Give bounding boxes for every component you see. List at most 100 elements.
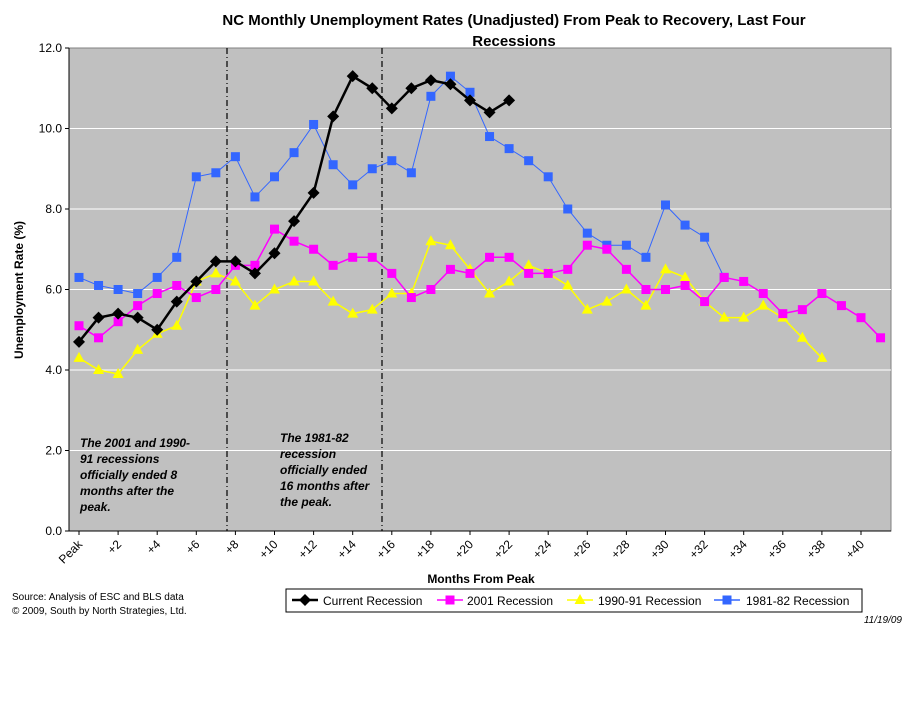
data-point-current	[268, 247, 281, 260]
note-1981-line2: recession	[280, 447, 336, 461]
x-ticks: Peak +2 +4 +6 +8 +10 +12 +14 +16 +18 +20 +22 +24 +26 +…	[56, 531, 867, 566]
data-point-2001	[602, 244, 612, 254]
x-tick-label: +4	[144, 537, 164, 557]
data-point-current	[190, 275, 203, 288]
y-ticks: 0.0 2.0 4.0 6.0 8.0 10.0 12.0	[39, 41, 69, 538]
legend-item-current: Current Recession	[292, 594, 422, 608]
legend-label: 1981-82 Recession	[746, 594, 849, 608]
data-point-current	[112, 307, 125, 320]
data-point-2001	[856, 313, 866, 323]
x-tick-label: +32	[686, 537, 711, 562]
x-tick-label: +2	[105, 537, 125, 557]
data-point-1990-91	[816, 351, 828, 362]
data-point-2001	[328, 260, 338, 270]
note-2001-line3: officially ended 8	[80, 468, 177, 482]
date-stamp: 11/19/09	[864, 615, 903, 626]
data-point-current	[209, 255, 222, 268]
data-point-current	[92, 311, 105, 324]
x-tick-label: Peak	[56, 537, 86, 567]
data-point-current	[444, 78, 457, 91]
data-point-1981-82	[387, 156, 397, 166]
legend-item-1990-91: 1990-91 Recession	[567, 594, 701, 608]
data-point-1981-82	[563, 204, 573, 214]
data-point-1981-82	[348, 180, 358, 190]
data-point-1981-82	[74, 272, 84, 282]
data-point-current	[73, 335, 85, 348]
x-tick-label: +26	[569, 537, 594, 562]
data-point-2001	[152, 289, 162, 299]
data-point-2001	[543, 268, 553, 278]
chart-title-line2: Recessions	[472, 33, 555, 50]
data-point-2001	[700, 297, 710, 307]
data-point-1981-82	[309, 119, 319, 129]
data-point-1990-91	[503, 275, 515, 286]
data-point-current	[229, 255, 242, 268]
note-1981-line1: The 1981-82	[280, 431, 349, 445]
legend-marker	[574, 594, 586, 604]
data-point-1981-82	[582, 228, 592, 238]
data-point-1990-91	[601, 295, 613, 306]
data-point-current	[424, 74, 437, 87]
series-2001	[74, 224, 886, 343]
data-point-2001	[836, 301, 846, 311]
data-point-2001	[426, 285, 436, 294]
data-point-1981-82	[191, 172, 201, 182]
data-point-current	[131, 311, 144, 324]
data-point-2001	[74, 321, 84, 331]
x-tick-label: +20	[452, 537, 477, 562]
recession-end-markers	[226, 48, 383, 531]
note-1981-line3: officially ended	[280, 463, 368, 477]
series-layer	[73, 70, 886, 379]
data-point-1990-91	[581, 303, 593, 314]
data-point-2001	[367, 252, 377, 262]
data-point-2001	[661, 285, 670, 294]
y-tick-label: 10.0	[39, 122, 63, 136]
data-point-1990-91	[523, 259, 535, 270]
data-point-1981-82	[250, 192, 260, 202]
x-tick-label: +38	[804, 537, 829, 562]
data-point-1990-91	[210, 267, 222, 278]
data-point-current	[405, 82, 418, 95]
note-2001-line2: 91 recessions	[80, 452, 160, 466]
y-tick-label: 8.0	[45, 202, 62, 216]
x-tick-label: +18	[413, 537, 438, 562]
note-2001-line1: The 2001 and 1990-	[80, 436, 190, 450]
data-point-2001	[719, 272, 729, 282]
y-tick-label: 12.0	[39, 41, 63, 55]
legend-marker	[722, 595, 732, 605]
data-point-1981-82	[465, 87, 475, 97]
data-point-1981-82	[700, 232, 710, 242]
data-point-current	[483, 106, 496, 119]
data-point-current	[327, 110, 340, 123]
legend-label: Current Recession	[323, 594, 422, 608]
data-point-1981-82	[524, 156, 534, 166]
x-tick-label: +40	[843, 537, 868, 562]
data-point-current	[151, 323, 164, 336]
data-point-2001	[524, 268, 534, 278]
data-point-1990-91	[288, 275, 300, 286]
x-tick-label: +22	[491, 537, 516, 562]
data-point-1981-82	[328, 160, 338, 170]
legend-marker	[445, 595, 455, 605]
data-point-1990-91	[386, 287, 398, 298]
data-point-current	[366, 82, 379, 95]
data-point-1981-82	[211, 168, 221, 178]
annotation-2001-recession: The 2001 and 1990- 91 recessions officia…	[79, 436, 193, 514]
data-point-1990-91	[73, 351, 85, 362]
x-tick-label: +28	[608, 537, 633, 562]
note-2001-line5: peak.	[79, 500, 111, 514]
data-point-1990-91	[660, 263, 671, 274]
legend-label: 2001 Recession	[467, 594, 553, 608]
data-point-current	[307, 186, 320, 199]
copyright-text: © 2009, South by North Strategies, Ltd.	[12, 606, 187, 617]
data-point-1981-82	[504, 144, 514, 154]
data-point-1981-82	[680, 220, 690, 230]
data-point-2001	[621, 264, 631, 274]
data-point-2001	[172, 280, 182, 290]
x-tick-label: +12	[295, 537, 320, 562]
annotation-1981-recession: The 1981-82 recession officially ended 1…	[280, 431, 373, 509]
data-point-1981-82	[152, 272, 162, 282]
data-point-2001	[680, 280, 690, 290]
data-point-2001	[582, 240, 592, 250]
data-point-2001	[739, 276, 749, 286]
